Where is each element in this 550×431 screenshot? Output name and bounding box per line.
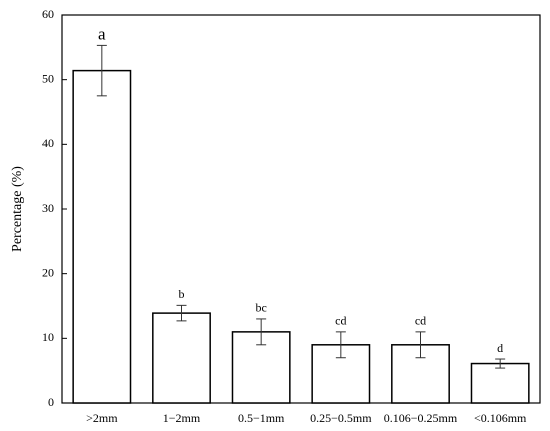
y-axis-label: Percentage (%) [10, 166, 25, 252]
significance-letter: b [179, 287, 185, 301]
y-tick-label: 10 [42, 330, 54, 344]
x-tick-label: <0.106mm [474, 411, 527, 425]
x-tick-label: 0.106−0.25mm [384, 411, 458, 425]
significance-letter: a [98, 24, 106, 43]
y-tick-label: 20 [42, 265, 54, 279]
x-tick-label: 1−2mm [163, 411, 201, 425]
y-tick-label: 30 [42, 201, 54, 215]
plot-frame [61, 14, 541, 404]
x-tick-label: >2mm [86, 411, 118, 425]
bar [470, 362, 530, 404]
x-tick-label: 0.25−0.5mm [310, 411, 372, 425]
bar [152, 312, 211, 404]
significance-letter: d [497, 341, 503, 355]
y-tick-label: 0 [48, 395, 54, 409]
bar [231, 331, 291, 404]
bar [72, 69, 132, 404]
significance-letter: cd [335, 314, 346, 328]
y-tick-label: 50 [42, 71, 54, 85]
y-tick-label: 60 [42, 7, 54, 21]
y-tick-label: 40 [42, 136, 54, 150]
significance-letter: cd [415, 314, 426, 328]
significance-letter: bc [256, 301, 267, 315]
x-tick-label: 0.5−1mm [238, 411, 285, 425]
